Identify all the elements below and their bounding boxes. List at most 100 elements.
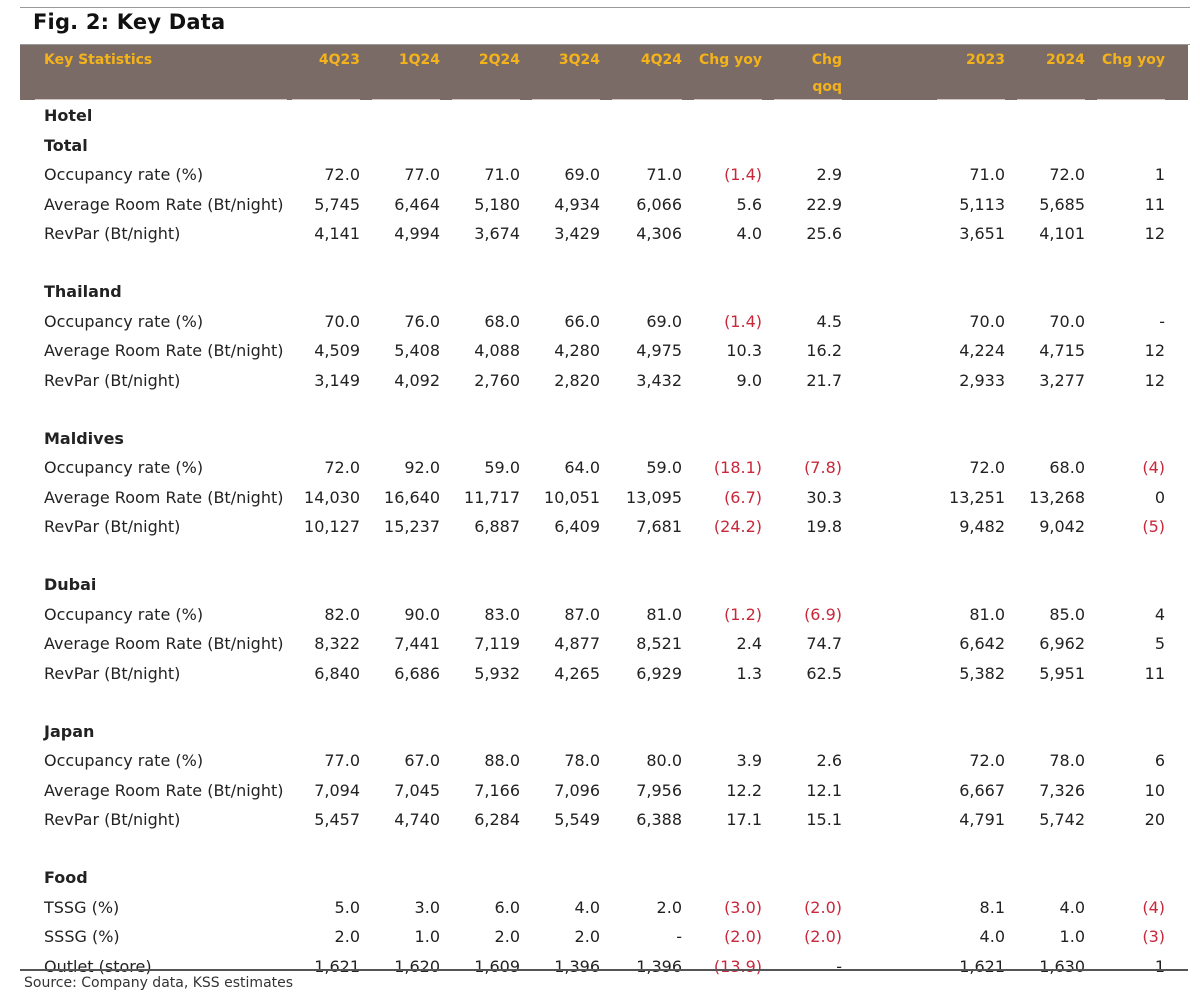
table-cell: 3,429 — [554, 224, 600, 243]
table-cell: 68.0 — [484, 312, 520, 331]
table-cell: 16,640 — [384, 488, 440, 507]
table-row: Occupancy rate (%) 82.0 90.0 83.0 87.0 81.0 (1… — [20, 600, 1188, 630]
row-label: Occupancy rate (%) — [44, 458, 204, 477]
section-title: Maldives — [44, 429, 124, 448]
table-row: Occupancy rate (%) 72.0 77.0 71.0 69.0 71.0 (1… — [20, 160, 1188, 190]
section-row: Maldives — [20, 424, 1188, 454]
table-cell: 6 — [1154, 751, 1165, 770]
table-cell: 12.1 — [806, 781, 842, 800]
table-cell: 80.0 — [646, 751, 682, 770]
table-cell: 6,887 — [474, 517, 520, 536]
table-cell: 4,791 — [959, 810, 1005, 829]
bottom-rule — [20, 969, 1188, 971]
table-cell: 70.0 — [969, 312, 1005, 331]
table-cell: 7,166 — [474, 781, 520, 800]
table-cell: 1,621 — [959, 957, 1005, 976]
table-row: RevPar (Bt/night) 3,149 4,092 2,760 2,820 3,4… — [20, 366, 1188, 396]
table-row: RevPar (Bt/night) 6,840 6,686 5,932 4,265 6,9… — [20, 659, 1188, 689]
table-cell: 92.0 — [404, 458, 440, 477]
table-cell: 4,994 — [394, 224, 440, 243]
table-cell: 71.0 — [969, 165, 1005, 184]
table-cell: 7,326 — [1039, 781, 1085, 800]
table-cell: (5) — [1142, 517, 1165, 536]
table-cell: 4,740 — [394, 810, 440, 829]
table-cell: (2.0) — [804, 898, 842, 917]
table-cell: 5,113 — [959, 195, 1005, 214]
table-cell: 1,609 — [474, 957, 520, 976]
table-cell: 4,092 — [394, 371, 440, 390]
header-underline — [372, 99, 440, 100]
table-cell: 11,717 — [464, 488, 520, 507]
table-cell: 5,549 — [554, 810, 600, 829]
table-cell: 1.0 — [1059, 927, 1085, 946]
table-cell: 5,932 — [474, 664, 520, 683]
table-cell: 5,408 — [394, 341, 440, 360]
table-cell: 78.0 — [1049, 751, 1085, 770]
table-cell: (7.8) — [804, 458, 842, 477]
table-cell: 6,464 — [394, 195, 440, 214]
table-cell: 2.0 — [334, 927, 360, 946]
table-cell: 8.1 — [979, 898, 1005, 917]
table-cell: 4,141 — [314, 224, 360, 243]
table-cell: 7,045 — [394, 781, 440, 800]
table-cell: 4,224 — [959, 341, 1005, 360]
table-cell: 12 — [1144, 224, 1165, 243]
table-cell: 25.6 — [806, 224, 842, 243]
section-title: Total — [44, 136, 88, 155]
row-label: Occupancy rate (%) — [44, 605, 204, 624]
table-cell: 4,975 — [636, 341, 682, 360]
table-row: Average Room Rate (Bt/night) 5,745 6,464 5,… — [20, 190, 1188, 220]
header-4q24: 4Q24 — [640, 52, 682, 68]
table-row: RevPar (Bt/night) 10,127 15,237 6,887 6,409 7… — [20, 512, 1188, 542]
row-label: RevPar (Bt/night) — [44, 810, 181, 829]
header-underline — [452, 99, 520, 100]
header-chg-qoq-line1: Chg — [811, 52, 842, 68]
table-cell: 4.0 — [736, 224, 762, 243]
table-cell: 85.0 — [1049, 605, 1085, 624]
table-cell: 11 — [1144, 664, 1165, 683]
table-cell: 6,284 — [474, 810, 520, 829]
table-cell: - — [676, 927, 682, 946]
figure-title: Fig. 2: Key Data — [33, 10, 226, 34]
table-cell: 10,127 — [304, 517, 360, 536]
table-cell: 82.0 — [324, 605, 360, 624]
table-cell: 5.0 — [334, 898, 360, 917]
header-2q24: 2Q24 — [478, 52, 520, 68]
table-cell: 5,180 — [474, 195, 520, 214]
table-cell: (18.1) — [713, 458, 762, 477]
table-cell: 6,642 — [959, 634, 1005, 653]
table-cell: 70.0 — [1049, 312, 1085, 331]
table-cell: 2,760 — [474, 371, 520, 390]
table-cell: 17.1 — [726, 810, 762, 829]
table-cell: 5,382 — [959, 664, 1005, 683]
header-underline — [532, 99, 600, 100]
table-row: Outlet (store) 1,621 1,620 1,609 1,396 1,396 (… — [20, 952, 1188, 982]
header-chg-qoq-line2: qoq — [812, 79, 842, 95]
table-cell: 64.0 — [564, 458, 600, 477]
table-row: Average Room Rate (Bt/night) 7,094 7,045 7,… — [20, 776, 1188, 806]
table-cell: 71.0 — [646, 165, 682, 184]
table-cell: 5,685 — [1039, 195, 1085, 214]
header-underline — [35, 99, 287, 100]
table-cell: 13,268 — [1029, 488, 1085, 507]
table-cell: (13.9) — [713, 957, 762, 976]
section-row: Thailand — [20, 277, 1188, 307]
table-cell: (4) — [1142, 458, 1165, 477]
table-cell: 12 — [1144, 371, 1165, 390]
table-cell: 6.0 — [494, 898, 520, 917]
table-cell: 1,396 — [636, 957, 682, 976]
table-cell: 8,521 — [636, 634, 682, 653]
table-cell: 15,237 — [384, 517, 440, 536]
table-cell: 6,929 — [636, 664, 682, 683]
table-row: Average Room Rate (Bt/night) 4,509 5,408 4,… — [20, 336, 1188, 366]
row-label: Occupancy rate (%) — [44, 751, 204, 770]
table-cell: 12 — [1144, 341, 1165, 360]
table-cell: 6,667 — [959, 781, 1005, 800]
table-row: Occupancy rate (%) 77.0 67.0 88.0 78.0 80.0 3.… — [20, 746, 1188, 776]
header-underline — [1097, 99, 1165, 100]
row-label: Average Room Rate (Bt/night) — [44, 195, 284, 214]
table-cell: 10.3 — [726, 341, 762, 360]
table-cell: 10,051 — [544, 488, 600, 507]
table-header: Key Statistics 4Q23 1Q24 2Q24 3Q24 4Q24 … — [20, 45, 1188, 100]
table-cell: 4,088 — [474, 341, 520, 360]
